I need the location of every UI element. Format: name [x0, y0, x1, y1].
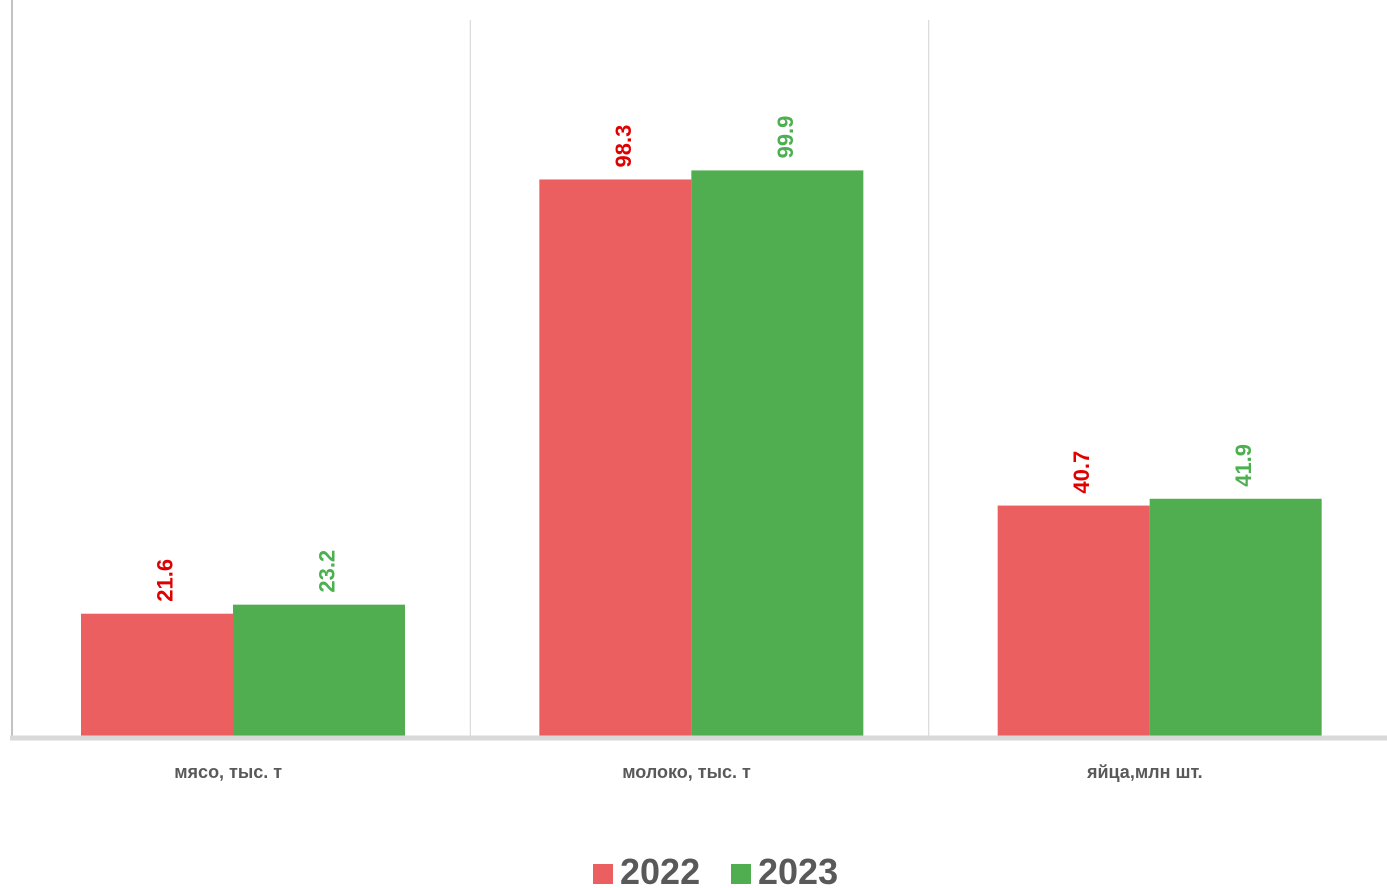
bar-2023 — [691, 170, 863, 736]
category-label: молоко, тыс. т — [622, 762, 751, 782]
legend-label-2022: 2022 — [620, 851, 700, 888]
legend-swatch-2022 — [593, 864, 613, 884]
data-label: 41.9 — [1231, 444, 1256, 487]
bar-2023 — [1150, 499, 1322, 736]
bars — [81, 170, 1322, 736]
data-label: 21.6 — [153, 559, 178, 602]
bar-2022 — [998, 506, 1150, 736]
legend-swatch-2023 — [731, 864, 751, 884]
category-labels: мясо, тыс. т молоко, тыс. т яйца,млн шт. — [174, 762, 1202, 782]
bar-2023 — [233, 605, 405, 736]
data-label: 40.7 — [1069, 451, 1094, 494]
category-label: яйца,млн шт. — [1086, 762, 1203, 782]
legend-label-2023: 2023 — [758, 851, 838, 888]
bar-2022 — [81, 614, 233, 736]
category-label: мясо, тыс. т — [174, 762, 282, 782]
bar-2022 — [539, 179, 691, 736]
legend: 2022 2023 — [593, 851, 838, 888]
data-label: 99.9 — [773, 116, 798, 159]
data-label: 98.3 — [611, 125, 636, 168]
data-label: 23.2 — [315, 550, 340, 593]
